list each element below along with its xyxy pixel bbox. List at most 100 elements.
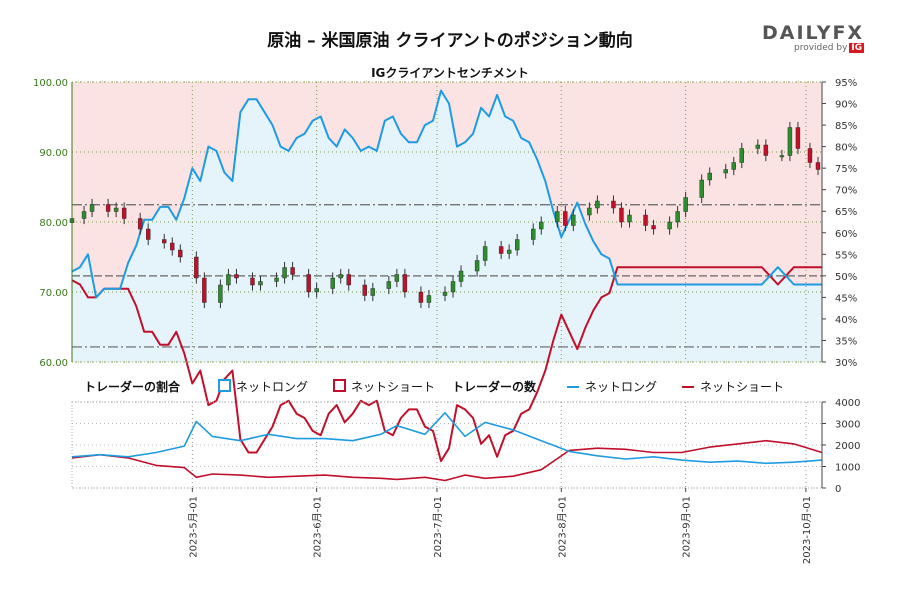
chart-legend: トレーダーの割合 ネットロング ネットショート トレーダーの数 ネットロング ネ… [0, 378, 900, 398]
candle-body-52 [651, 225, 656, 230]
right-axis-tick-3: 45% [835, 293, 857, 304]
right-axis-tick-11: 85% [835, 121, 857, 132]
right-axis-tick-13: 95% [835, 78, 857, 89]
logo-text: DAILYFX [762, 22, 865, 44]
candle-body-27 [370, 288, 376, 296]
candle-body-67 [815, 162, 821, 170]
candle-body-44 [563, 211, 568, 226]
candle-body-23 [330, 277, 335, 289]
candle-body-35 [458, 270, 464, 282]
left-axis-tick-0: 60.00 [39, 358, 68, 369]
legend-long-line-icon [567, 386, 579, 388]
legend-ratio-title: トレーダーの割合 [84, 380, 181, 394]
candle-body-11 [194, 256, 199, 279]
right-axis-tick-12: 90% [835, 100, 857, 111]
logo-provided-by: provided by IG [762, 43, 872, 53]
net-long-area [72, 90, 822, 362]
candle-body-28 [386, 281, 392, 289]
legend-ratio-long[interactable]: ネットロング [218, 378, 308, 395]
candle-body-26 [362, 284, 367, 296]
candle-body-43 [555, 211, 560, 223]
chart-title: 原油 – 米国原油 クライアントのポジション動向 [267, 31, 633, 51]
candle-body-40 [514, 239, 520, 251]
right-axis-tick-2: 40% [835, 315, 857, 326]
legend-count-title: トレーダーの数 [452, 380, 537, 394]
candle-body-8 [162, 239, 167, 244]
candle-body-61 [755, 144, 761, 149]
candle-body-15 [234, 274, 239, 279]
x-tick-label-0: 2023-5月-01 [187, 496, 199, 558]
x-tick-label-3: 2023-8月-01 [556, 496, 568, 558]
left-axis-tick-3: 90.00 [39, 148, 68, 159]
candle-body-37 [482, 246, 488, 261]
net-short-count-line [71, 439, 823, 482]
x-tick-label-4: 2023-9月-01 [681, 496, 693, 558]
candle-body-42 [539, 221, 544, 230]
net-long-count-line [71, 411, 823, 465]
net-long-pct-line [71, 89, 822, 299]
candle-body-50 [627, 214, 632, 223]
bottom-axis-tick-4: 4000 [835, 398, 860, 409]
candle-body-9 [170, 242, 175, 251]
candle-body-4 [113, 207, 119, 212]
bottom-axis-tick-2: 2000 [835, 441, 860, 452]
candle-body-29 [394, 274, 400, 282]
candle-body-25 [346, 274, 351, 286]
candle-body-46 [587, 207, 592, 216]
candle-body-3 [105, 204, 111, 212]
candle-body-31 [418, 291, 424, 303]
candle-body-64 [787, 127, 793, 156]
right-axis-tick-4: 50% [835, 272, 857, 283]
left-axis-tick-4: 100.00 [33, 78, 68, 89]
candle-body-2 [89, 204, 95, 212]
bottom-axis-tick-1: 1000 [835, 463, 860, 474]
candle-body-14 [226, 274, 231, 286]
candle-body-48 [611, 200, 616, 209]
candle-body-57 [707, 172, 712, 181]
candle-body-32 [426, 295, 432, 303]
chart-subtitle: IGクライアントセンチメント [371, 66, 529, 80]
legend-ratio-short[interactable]: ネットショート [333, 378, 435, 395]
candle-body-17 [258, 281, 263, 286]
legend-short-line-icon [682, 386, 694, 388]
candle-body-33 [442, 291, 448, 296]
candle-body-7 [146, 228, 151, 240]
right-axis-tick-10: 80% [835, 143, 857, 154]
candle-body-55 [683, 197, 688, 212]
dailyfx-logo[interactable]: DAILYFX provided by IG [762, 22, 872, 53]
bottom-axis-tick-0: 0 [835, 484, 841, 495]
candle-body-54 [675, 211, 680, 223]
candle-body-60 [739, 148, 744, 163]
candle-body-65 [795, 127, 801, 149]
right-axis-tick-0: 30% [835, 358, 857, 369]
legend-short-square-icon [333, 379, 346, 392]
legend-count-short[interactable]: ネットショート [682, 378, 784, 395]
candle-body-5 [121, 207, 127, 219]
candle-body-21 [306, 274, 311, 293]
candle-body-47 [595, 200, 600, 209]
candle-body-12 [202, 277, 207, 303]
legend-ratio-short-label: ネットショート [351, 380, 436, 394]
candle-body-30 [402, 274, 408, 293]
candle-body-62 [763, 144, 769, 156]
net-short-pct-line [71, 266, 822, 463]
candle-body-10 [178, 249, 183, 258]
candle-body-22 [314, 288, 319, 293]
right-axis-tick-7: 65% [835, 207, 857, 218]
legend-ratio-long-label: ネットロング [236, 380, 309, 394]
candle-body-24 [338, 274, 343, 279]
candle-body-41 [531, 228, 536, 240]
legend-count-long[interactable]: ネットロング [567, 378, 657, 395]
candle-body-45 [571, 214, 576, 226]
x-tick-label-5: 2023-10月-01 [801, 496, 813, 564]
candle-body-36 [474, 260, 480, 272]
legend-long-square-icon [218, 379, 231, 392]
logo-sub-text: provided by [794, 43, 848, 53]
candle-body-53 [667, 221, 672, 230]
right-axis-tick-9: 75% [835, 164, 857, 175]
x-tick-label-1: 2023-6月-01 [312, 496, 324, 558]
candle-body-59 [731, 162, 736, 170]
candle-body-16 [250, 277, 255, 286]
candle-body-51 [643, 214, 648, 226]
